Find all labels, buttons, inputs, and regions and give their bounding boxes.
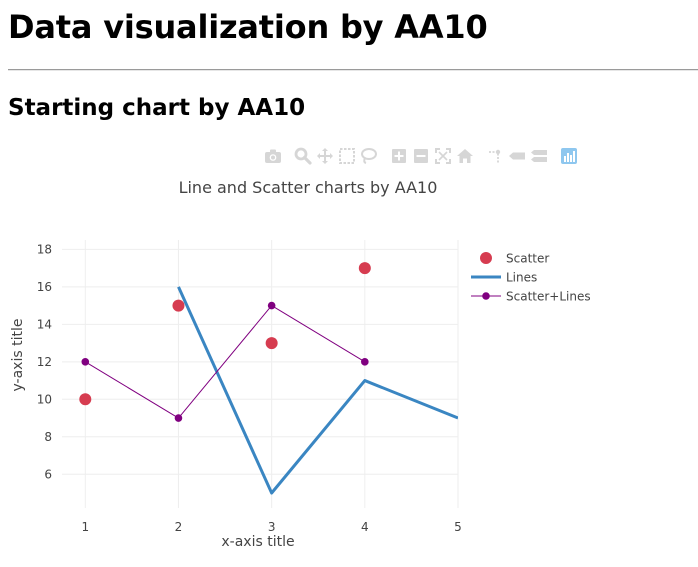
horizontal-rule [8,69,698,71]
y-tick-labels: 6 8 10 12 14 16 18 [37,242,52,481]
data-point [172,299,185,312]
autoscale-icon[interactable] [432,145,454,167]
page-heading: Data visualization by AA10 [8,8,488,46]
legend: Scatter Lines Scatter+Lines [471,252,591,304]
y-tick-label: 12 [37,355,52,369]
lasso-icon[interactable] [358,145,380,167]
y-tick-label: 16 [37,280,52,294]
legend-label: Scatter [506,252,549,266]
data-point [358,262,371,275]
section-heading: Starting chart by AA10 [8,95,306,121]
x-axis-title: x-axis title [221,534,294,550]
zoom-out-icon[interactable] [410,145,432,167]
zoom-icon[interactable] [292,145,314,167]
zoom-in-icon[interactable] [388,145,410,167]
legend-item[interactable]: Lines [471,271,537,285]
x-tick-label: 4 [361,520,369,534]
x-tick-labels: 1 2 3 4 5 [81,520,461,534]
reset-axes-icon[interactable] [454,145,476,167]
legend-symbol [480,252,492,264]
legend-symbol [482,292,490,300]
data-point [174,414,183,422]
plot-area [79,262,458,495]
legend-item[interactable]: Scatter [480,252,549,266]
y-tick-label: 10 [37,392,52,406]
x-tick-label: 2 [175,520,183,534]
hover-closest-icon[interactable] [506,145,528,167]
series-scatter-lines [81,301,369,422]
legend-label: Lines [506,271,537,285]
data-point [267,301,276,310]
x-tick-label: 1 [81,520,89,534]
y-tick-label: 8 [44,430,52,444]
y-tick-label: 18 [37,242,52,256]
data-point [361,358,369,366]
chart-title: Line and Scatter charts by AA10 [179,178,438,197]
x-tick-label: 3 [268,520,276,534]
y-tick-label: 14 [37,317,52,331]
x-tick-label: 5 [454,520,462,534]
data-point [79,393,92,406]
data-point [265,337,278,350]
plotly-logo-icon[interactable] [558,145,580,167]
series-scatter [79,262,371,406]
camera-icon[interactable] [262,145,284,167]
legend-label: Scatter+Lines [506,290,591,304]
series-line [85,305,366,419]
spike-lines-icon[interactable] [484,145,506,167]
pan-icon[interactable] [314,145,336,167]
hover-compare-icon[interactable] [528,145,550,167]
series-line [177,286,458,495]
chart-modebar [262,145,580,167]
gridlines [62,240,459,508]
box-select-icon[interactable] [336,145,358,167]
legend-item[interactable]: Scatter+Lines [471,290,591,304]
series-lines [177,286,458,495]
y-tick-label: 6 [44,467,52,481]
data-point [81,358,90,366]
y-axis-title: y-axis title [10,319,26,392]
